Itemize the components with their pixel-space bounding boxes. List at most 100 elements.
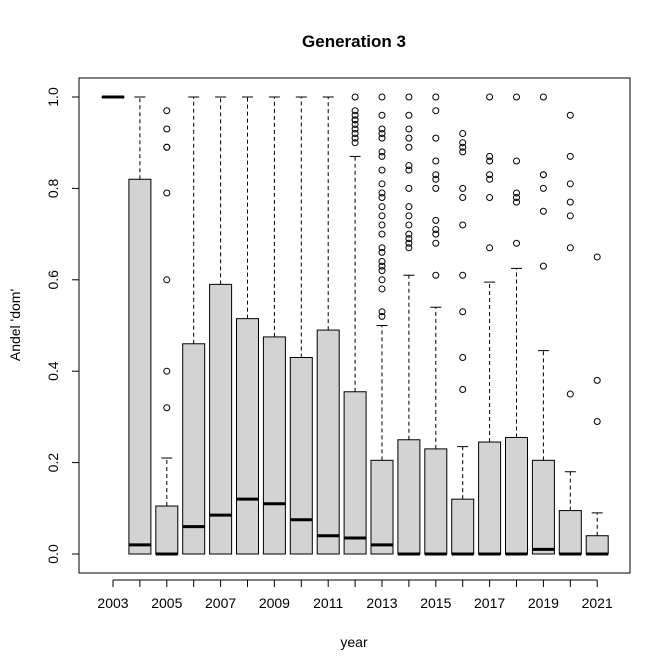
outlier-point xyxy=(459,143,467,151)
outlier-point xyxy=(566,244,574,252)
box-2019 xyxy=(531,93,555,555)
outlier-point xyxy=(459,385,467,393)
outlier-point xyxy=(405,111,413,119)
y-tick-label: 0.0 xyxy=(45,544,61,564)
outlier-point xyxy=(539,93,547,101)
box-2003 xyxy=(101,95,125,99)
outlier-point xyxy=(566,212,574,220)
outlier-point xyxy=(593,376,601,384)
outlier-point xyxy=(566,180,574,188)
outlier-point xyxy=(539,262,547,270)
box-2020 xyxy=(558,111,582,556)
box-2007 xyxy=(209,96,233,555)
outlier-point xyxy=(432,175,440,183)
box-body xyxy=(128,178,152,555)
box-body xyxy=(397,439,421,555)
y-tick-label: 1.0 xyxy=(45,87,61,107)
outlier-point xyxy=(405,162,413,170)
outlier-point xyxy=(378,134,386,142)
outlier-point xyxy=(351,139,359,147)
outlier-point xyxy=(378,221,386,229)
box-2005 xyxy=(155,107,179,556)
x-tick-label: 2015 xyxy=(420,595,451,611)
outlier-point xyxy=(486,244,494,252)
outlier-point xyxy=(163,125,171,133)
outlier-point xyxy=(378,152,386,160)
outlier-point xyxy=(163,107,171,115)
x-tick-label: 2011 xyxy=(313,595,343,611)
box-body xyxy=(236,318,259,555)
box-body xyxy=(585,535,609,555)
outlier-point xyxy=(378,212,386,220)
outlier-point xyxy=(432,271,440,279)
outlier-point xyxy=(432,184,440,192)
box-2009 xyxy=(262,96,286,555)
outlier-point xyxy=(378,194,386,202)
box-2006 xyxy=(182,96,206,555)
outlier-point xyxy=(513,239,520,247)
outlier-point xyxy=(163,367,171,375)
outlier-point xyxy=(405,143,413,151)
outlier-point xyxy=(539,207,547,215)
outlier-point xyxy=(351,107,359,115)
outlier-point xyxy=(405,244,413,252)
outlier-point xyxy=(163,189,171,197)
box-body xyxy=(424,448,448,555)
box-body xyxy=(531,459,555,555)
outlier-point xyxy=(566,390,574,398)
outlier-point xyxy=(351,93,359,101)
outlier-point xyxy=(459,353,467,361)
outlier-point xyxy=(513,198,520,206)
outlier-point xyxy=(378,125,386,133)
box-body xyxy=(370,459,394,555)
outlier-point xyxy=(432,157,440,165)
box-2013 xyxy=(370,93,394,555)
outlier-point xyxy=(566,198,574,206)
outlier-point xyxy=(432,93,440,101)
outlier-point xyxy=(593,417,601,425)
outlier-point xyxy=(566,111,574,119)
outlier-point xyxy=(459,194,467,202)
outlier-point xyxy=(486,171,494,179)
box-2017 xyxy=(478,93,502,556)
outlier-point xyxy=(405,93,413,101)
x-tick-label: 2013 xyxy=(366,595,397,611)
outlier-point xyxy=(378,312,386,320)
outlier-point xyxy=(539,171,547,179)
box-2012 xyxy=(343,93,367,555)
x-axis: 2003 2005 2007 2009 2011 2013 2015 2017 2019 2021 xyxy=(97,579,613,611)
x-tick-label: 2005 xyxy=(151,595,182,611)
y-tick-label: 0.4 xyxy=(45,361,61,381)
outlier-point xyxy=(513,189,520,197)
box-2004 xyxy=(128,96,152,555)
boxes-layer xyxy=(101,93,609,556)
outlier-point xyxy=(351,116,359,124)
outlier-point xyxy=(163,276,171,284)
outlier-point xyxy=(486,194,494,202)
outlier-point xyxy=(432,216,440,224)
x-tick-label: 2007 xyxy=(205,595,236,611)
outlier-point xyxy=(459,271,467,279)
outlier-point xyxy=(378,308,386,316)
outlier-point xyxy=(378,258,386,266)
outlier-point xyxy=(405,235,413,243)
outlier-point xyxy=(486,175,494,183)
outlier-point xyxy=(405,239,413,247)
box-2016 xyxy=(451,130,475,556)
outlier-point xyxy=(378,189,386,197)
box-body xyxy=(155,505,179,555)
outlier-point xyxy=(486,152,494,160)
outlier-point xyxy=(351,134,359,142)
y-axis: 0.0 0.2 0.4 0.6 0.8 1.0 xyxy=(45,87,80,564)
outlier-point xyxy=(351,130,359,138)
outlier-point xyxy=(351,120,359,128)
outlier-point xyxy=(378,166,386,174)
box-body xyxy=(316,329,340,555)
outlier-point xyxy=(432,226,440,234)
outlier-point xyxy=(351,111,359,119)
outlier-point xyxy=(405,166,413,174)
box-body xyxy=(505,436,528,555)
outlier-point xyxy=(378,248,386,256)
outlier-point xyxy=(432,171,440,179)
